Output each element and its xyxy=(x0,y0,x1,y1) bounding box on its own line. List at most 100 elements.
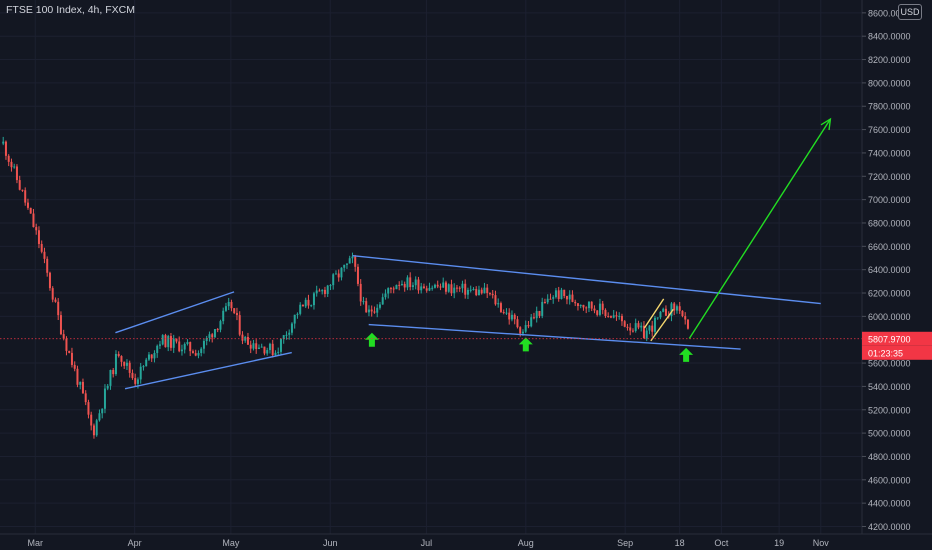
candle-body xyxy=(134,378,137,384)
trendline[interactable] xyxy=(368,323,741,350)
candle-body xyxy=(145,359,148,367)
trendline[interactable] xyxy=(352,254,821,305)
candle-body xyxy=(98,413,101,421)
candle-body xyxy=(461,283,464,289)
candle-body xyxy=(343,264,346,268)
candle-body xyxy=(101,408,104,414)
candle-body xyxy=(194,353,197,356)
candle-body xyxy=(285,334,288,336)
candle-body xyxy=(464,283,467,295)
candle-body xyxy=(2,141,5,144)
candle-body xyxy=(114,353,117,375)
arrow-up-icon[interactable] xyxy=(364,332,379,347)
candle-body xyxy=(535,310,538,319)
y-tick-label: 5400.0000 xyxy=(868,382,911,392)
candle-body xyxy=(675,306,678,311)
candle-body xyxy=(70,352,73,365)
trendline[interactable] xyxy=(115,291,235,334)
candle-body xyxy=(472,289,475,291)
candle-body xyxy=(458,287,461,289)
candle-body xyxy=(673,303,676,311)
arrow-up-icon[interactable] xyxy=(518,337,533,352)
candle-body xyxy=(54,299,57,302)
candle-body xyxy=(431,287,434,289)
candle-body xyxy=(494,295,497,305)
candle-body xyxy=(18,180,21,190)
candle-body xyxy=(81,381,84,394)
candle-body xyxy=(475,289,478,296)
candle-body xyxy=(24,190,27,203)
y-tick-label: 7400.0000 xyxy=(868,148,911,158)
candle-body xyxy=(598,303,601,315)
candle-body xyxy=(505,312,508,314)
candle-body xyxy=(359,283,362,302)
x-tick-label: Oct xyxy=(714,538,729,548)
trendline[interactable] xyxy=(643,298,665,329)
candle-body xyxy=(480,289,483,294)
candle-body xyxy=(618,315,621,317)
candle-body xyxy=(351,256,354,259)
y-tick-label: 6600.0000 xyxy=(868,242,911,252)
candle-body xyxy=(524,325,527,332)
candle-body xyxy=(321,289,324,292)
candle-body xyxy=(150,354,153,359)
currency-badge[interactable]: USD xyxy=(898,4,922,20)
candle-body xyxy=(582,304,585,308)
candle-body xyxy=(186,342,189,344)
candle-body xyxy=(579,304,582,307)
candle-body xyxy=(13,166,16,168)
candle-body xyxy=(444,282,447,292)
chart-title: FTSE 100 Index, 4h, FXCM xyxy=(6,4,135,16)
candle-body xyxy=(593,308,596,311)
candle-body xyxy=(425,288,428,291)
candle-body xyxy=(365,301,368,313)
candle-body xyxy=(68,350,71,353)
candle-body xyxy=(26,202,29,208)
candle-body xyxy=(200,348,203,354)
candle-body xyxy=(392,288,395,290)
candle-body xyxy=(180,349,183,352)
countdown-label: 01:23:35 xyxy=(868,348,903,358)
trendline[interactable] xyxy=(650,308,674,342)
arrow-up-icon[interactable] xyxy=(679,347,694,362)
candle-body xyxy=(442,282,445,288)
candle-body xyxy=(609,316,612,318)
candle-body xyxy=(541,301,544,316)
candle-body xyxy=(552,297,555,299)
candle-body xyxy=(227,301,230,307)
candle-body xyxy=(241,334,244,341)
candle-body xyxy=(604,309,607,317)
trendline[interactable] xyxy=(124,351,292,390)
candle-body xyxy=(623,321,626,327)
candle-body xyxy=(502,311,505,313)
candle-body xyxy=(513,314,516,320)
candle-body xyxy=(453,287,456,294)
candle-body xyxy=(508,312,511,320)
x-tick-label: Sep xyxy=(617,538,633,548)
candle-body xyxy=(92,425,95,436)
candle-body xyxy=(87,402,90,415)
candle-body xyxy=(307,299,310,306)
candle-body xyxy=(640,325,643,328)
candle-body xyxy=(455,287,458,289)
candle-body xyxy=(354,256,357,267)
candle-body xyxy=(189,342,192,352)
candle-body xyxy=(43,251,46,259)
drawings[interactable] xyxy=(115,117,832,390)
target-arrow[interactable] xyxy=(688,118,831,339)
candle-body xyxy=(211,334,214,338)
candle-body xyxy=(334,273,337,275)
candle-body xyxy=(235,313,238,316)
candle-body xyxy=(156,345,159,353)
x-tick-label: Nov xyxy=(813,538,830,548)
candle-body xyxy=(634,323,637,331)
y-tick-label: 7800.0000 xyxy=(868,102,911,112)
price-scale[interactable] xyxy=(862,0,932,550)
candle-body xyxy=(395,284,398,290)
candle-body xyxy=(142,366,145,368)
candle-body xyxy=(637,323,640,328)
candle-body xyxy=(274,352,277,356)
